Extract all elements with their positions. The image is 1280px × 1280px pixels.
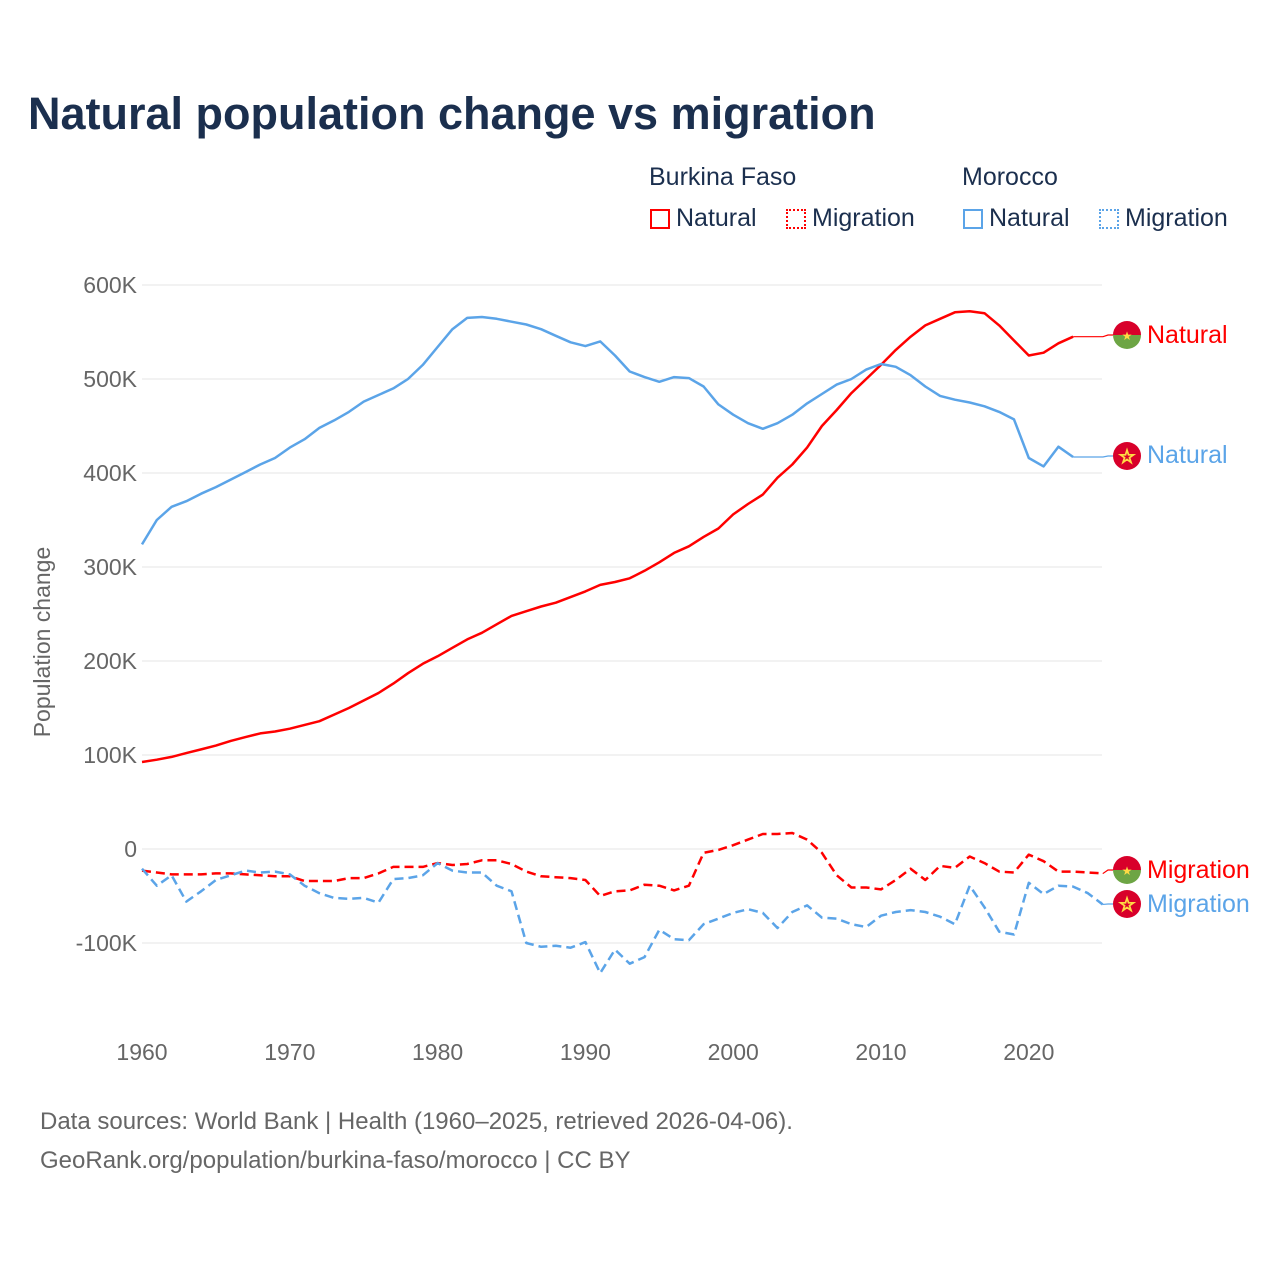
y-tick-label: 100K (83, 742, 137, 768)
series-lines (140, 310, 1104, 975)
label-connectors (1073, 334, 1113, 906)
label-connector (1073, 455, 1113, 458)
flag-burkina-faso-icon: ★ (1113, 856, 1141, 884)
legend-label: Migration (1125, 204, 1228, 232)
svg-text:★: ★ (1122, 864, 1133, 878)
gridlines (142, 284, 1102, 944)
y-tick-label: 0 (124, 836, 137, 862)
series-line-burkina-faso-migration (141, 831, 1103, 898)
x-tick-label: 1970 (264, 1039, 315, 1065)
y-tick-label: -100K (76, 930, 138, 956)
legend-item-ma-natural[interactable]: Natural (963, 204, 1070, 233)
svg-text:☆: ☆ (1118, 895, 1135, 916)
legend-country-morocco: Morocco (962, 163, 1058, 191)
legend-label: Natural (989, 204, 1070, 232)
end-label-bf-natural: Natural (1147, 321, 1228, 349)
x-axis-ticks: 1960 1970 1980 1990 2000 2010 2020 (116, 1039, 1054, 1065)
y-tick-label: 300K (83, 554, 137, 580)
y-axis-ticks: -100K 0 100K 200K 300K 400K 500K 600K (76, 272, 138, 956)
legend-item-bf-migration[interactable]: Migration (786, 204, 915, 233)
end-label-ma-migration: Migration (1147, 890, 1250, 918)
footer-sources: Data sources: World Bank | Health (1960–… (40, 1108, 793, 1135)
series-line-burkina-faso-natural (141, 310, 1074, 764)
x-tick-label: 2010 (855, 1039, 906, 1065)
legend-swatch-dotted-icon (1099, 208, 1119, 229)
series-line-morocco-migration (141, 861, 1104, 975)
legend-item-ma-migration[interactable]: Migration (1099, 204, 1228, 233)
footer-link[interactable]: GeoRank.org/population/burkina-faso/moro… (40, 1147, 631, 1174)
x-tick-label: 2000 (708, 1039, 759, 1065)
y-axis-label: Population change (29, 547, 55, 738)
y-tick-label: 400K (83, 460, 137, 486)
y-tick-label: 600K (83, 272, 137, 298)
flag-morocco-icon: ☆ (1113, 890, 1141, 918)
legend-item-bf-natural[interactable]: Natural (650, 204, 757, 233)
legend-swatch-solid-icon (650, 208, 670, 229)
legend-label: Migration (812, 204, 915, 232)
series-line-morocco-natural (140, 315, 1074, 546)
label-connector (1073, 334, 1113, 338)
chart-title: Natural population change vs migration (28, 88, 876, 139)
flag-burkina-faso-icon: ★ (1113, 321, 1141, 349)
legend-swatch-solid-icon (963, 208, 983, 229)
end-label-bf-migration: Migration (1147, 856, 1250, 884)
end-label-ma-natural: Natural (1147, 441, 1228, 469)
svg-text:☆: ☆ (1118, 447, 1135, 468)
label-connector (1102, 869, 1113, 875)
legend-label: Natural (676, 204, 757, 232)
legend-swatch-dotted-icon (786, 208, 806, 229)
x-tick-label: 1960 (116, 1039, 167, 1065)
flag-morocco-icon: ☆ (1113, 442, 1141, 470)
x-tick-label: 2020 (1003, 1039, 1054, 1065)
y-tick-label: 500K (83, 366, 137, 392)
x-tick-label: 1990 (560, 1039, 611, 1065)
svg-text:★: ★ (1122, 329, 1133, 343)
y-tick-label: 200K (83, 648, 137, 674)
legend-country-burkina-faso: Burkina Faso (649, 163, 797, 191)
x-tick-label: 1980 (412, 1039, 463, 1065)
